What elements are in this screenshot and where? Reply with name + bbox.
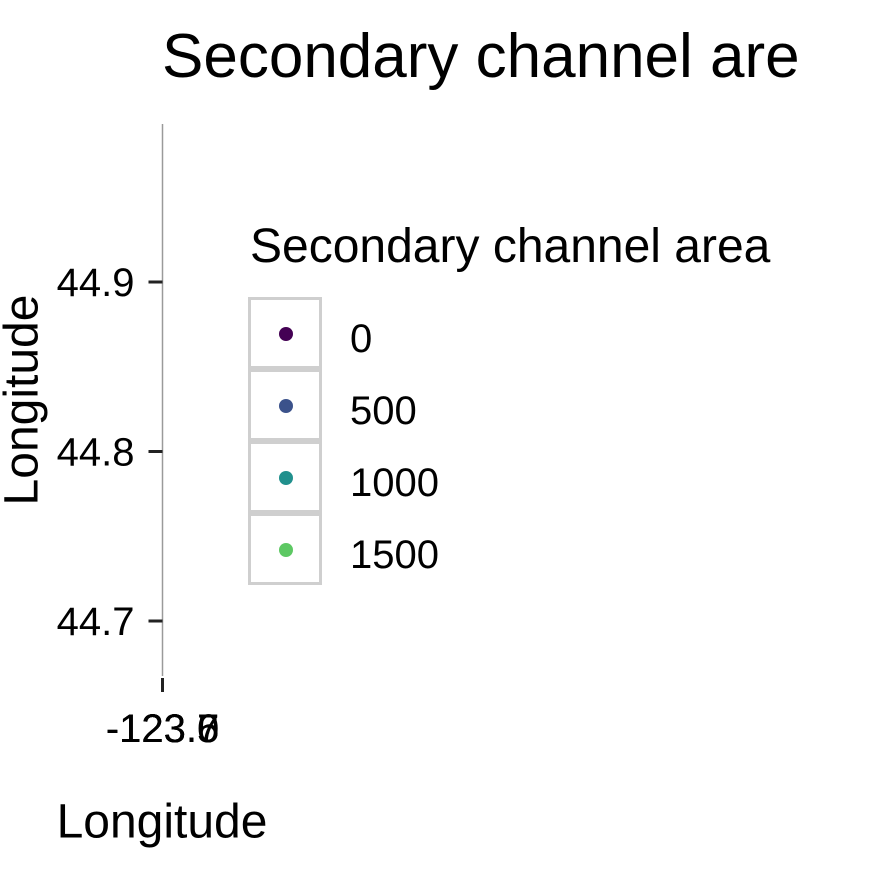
legend-label-2: 1000 <box>350 461 439 505</box>
y-tick-label: 44.9 <box>57 261 135 305</box>
legend-label-1: 500 <box>350 389 417 433</box>
legend-label-0: 0 <box>350 317 373 361</box>
x-tick-label: -123.7 <box>106 707 219 751</box>
legend-key-1 <box>248 369 322 441</box>
y-tick-label: 44.8 <box>57 431 135 475</box>
legend-label-3: 1500 <box>350 533 439 577</box>
x-axis-ticks: -123.0-123.7-123.6-123.5 <box>106 678 219 751</box>
legend-swatch-3 <box>279 543 293 557</box>
x-tick-label: -123.6 <box>106 707 219 751</box>
y-axis-ticks: 44.9 44.8 44.7 <box>57 261 163 644</box>
y-axis-title: Longitude <box>0 294 49 506</box>
legend-swatch-1 <box>279 399 293 413</box>
y-tick-label: 44.7 <box>57 600 135 644</box>
legend-swatch-0 <box>279 327 293 341</box>
legend-swatch-2 <box>279 471 293 485</box>
legend-key-3 <box>248 513 322 585</box>
x-tick-label: -123.0 <box>106 707 219 751</box>
x-tick-label: -123.5 <box>106 707 219 751</box>
x-axis-title: Longitude <box>56 795 268 849</box>
legend-key-2 <box>248 441 322 513</box>
chart-title: Secondary channel are <box>162 22 800 91</box>
legend-key-0 <box>248 297 322 369</box>
legend-title: Secondary channel area <box>250 220 771 273</box>
